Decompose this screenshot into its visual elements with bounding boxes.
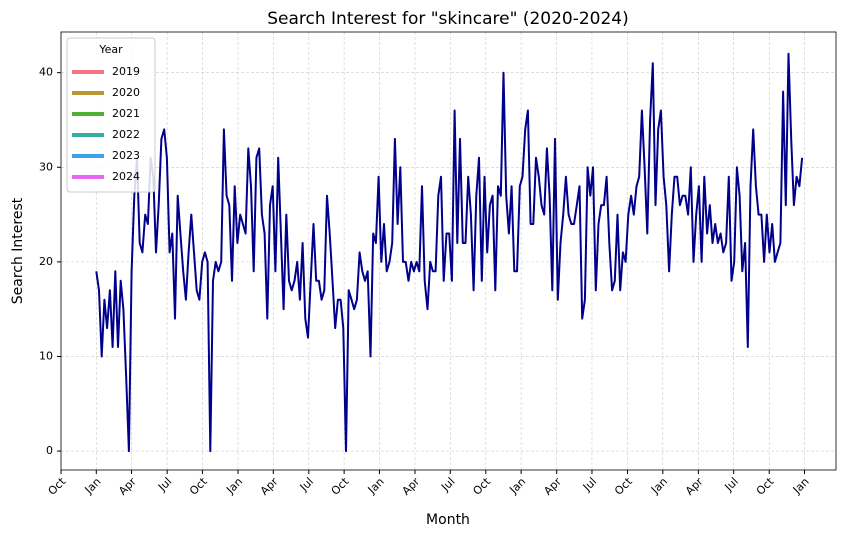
legend-label: 2019 — [112, 65, 140, 78]
legend-box — [66, 37, 156, 193]
x-axis-label: Month — [426, 512, 470, 528]
x-tick-label: Jul — [722, 475, 741, 494]
x-tick-label: Oct — [187, 475, 210, 498]
x-tick-label: Jan — [506, 475, 528, 497]
y-tick-label: 10 — [39, 349, 53, 362]
y-tick-label: 40 — [39, 66, 53, 79]
x-tick-label: Apr — [541, 475, 564, 498]
x-tick-label: Oct — [470, 475, 493, 498]
x-tick-label: Jan — [82, 475, 104, 497]
x-tick-label: Jul — [297, 475, 316, 494]
x-tick-label: Apr — [258, 475, 281, 498]
data-line — [95, 52, 804, 453]
legend-label: 2021 — [112, 107, 140, 120]
x-tick-label: Jan — [648, 475, 670, 497]
chart-title: Search Interest for "skincare" (2020-202… — [267, 9, 629, 29]
plot-frame — [60, 31, 837, 471]
legend-label: 2024 — [112, 170, 140, 183]
x-tick-label: Oct — [329, 475, 352, 498]
x-tick-label: Jan — [365, 475, 387, 497]
legend-label: 2023 — [112, 149, 140, 162]
legend-label: 2020 — [112, 86, 140, 99]
x-tick-label: Jul — [580, 475, 599, 494]
x-tick-label: Oct — [612, 475, 635, 498]
legend: Year 2019 2020 2021 2022 2023 2024 — [66, 37, 156, 193]
y-tick-label: 30 — [39, 160, 53, 173]
x-tick-label: Oct — [754, 475, 777, 498]
x-tick-label: Apr — [400, 475, 423, 498]
x-tick-label: Apr — [683, 475, 706, 498]
x-tick-label: Jul — [438, 475, 457, 494]
y-axis-label: Search Interest — [10, 197, 26, 304]
y-tick-label: 20 — [39, 255, 53, 268]
x-tick-label: Jan — [790, 475, 812, 497]
x-tick-label: Jan — [223, 475, 245, 497]
x-tick-label: Apr — [116, 475, 139, 498]
legend-label: 2022 — [112, 128, 140, 141]
legend-title: Year — [98, 43, 123, 56]
x-tick-label: Jul — [155, 475, 174, 494]
y-tick-label: 0 — [46, 444, 53, 457]
x-tick-label: Oct — [46, 475, 69, 498]
